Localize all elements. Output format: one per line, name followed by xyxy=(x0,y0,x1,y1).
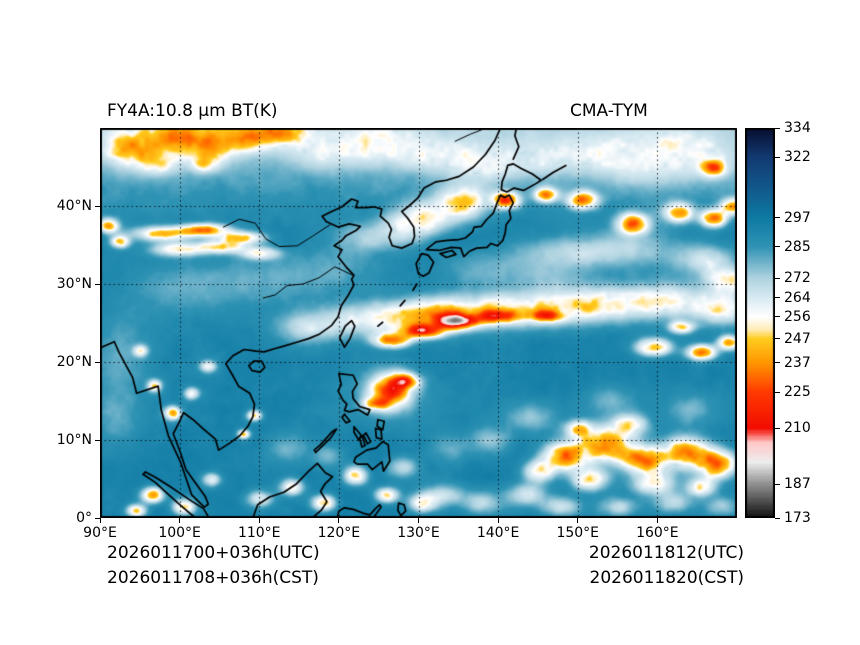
colorbar-tick-mark xyxy=(775,277,780,279)
footer-init-time-utc: 2026011700+036h(UTC) xyxy=(107,543,320,563)
x-tick-mark xyxy=(656,518,658,523)
x-tick-label: 100°E xyxy=(158,525,201,541)
x-tick-label: 90°E xyxy=(83,525,117,541)
colorbar-tick-mark xyxy=(775,297,780,299)
colorbar-tick-label: 247 xyxy=(784,330,811,347)
x-tick-label: 160°E xyxy=(636,525,679,541)
y-tick-label: 40°N xyxy=(56,198,92,214)
y-tick-mark xyxy=(95,361,100,363)
x-tick-mark xyxy=(418,518,419,523)
colorbar-tick-label: 334 xyxy=(784,120,811,136)
colorbar-tick-label: 237 xyxy=(784,354,811,371)
colorbar-tick-mark xyxy=(775,127,780,129)
y-tick-label: 30°N xyxy=(56,276,92,292)
colorbar-tick-label: 187 xyxy=(784,476,811,493)
colorbar-tick-mark xyxy=(775,391,780,393)
x-tick-mark xyxy=(99,518,101,523)
model-title: CMA-TYM xyxy=(570,101,648,121)
colorbar-tick-label: 272 xyxy=(784,270,811,287)
colorbar-tick-mark xyxy=(775,362,780,364)
y-tick-mark xyxy=(95,439,100,441)
x-tick-mark xyxy=(577,518,579,523)
colorbar-tick-label: 297 xyxy=(784,209,811,226)
colorbar-tick-mark xyxy=(775,483,780,485)
x-tick-label: 140°E xyxy=(476,525,520,541)
colorbar-tick-label: 210 xyxy=(784,420,811,437)
x-tick-label: 150°E xyxy=(556,525,600,541)
x-tick-mark xyxy=(497,518,499,523)
colorbar-tick-mark xyxy=(775,427,780,429)
x-tick-label: 130°E xyxy=(397,525,440,541)
y-tick-label: 0° xyxy=(76,510,92,526)
colorbar-tick-mark xyxy=(775,338,780,340)
x-tick-mark xyxy=(338,518,340,523)
y-tick-label: 10°N xyxy=(56,432,92,448)
footer-init-time-cst: 2026011708+036h(CST) xyxy=(107,568,319,588)
colorbar-tick-label: 225 xyxy=(784,384,811,401)
x-tick-mark xyxy=(179,518,181,523)
colorbar-tick-mark xyxy=(775,246,780,248)
y-tick-label: 20°N xyxy=(56,354,92,370)
colorbar-tick-label: 285 xyxy=(784,238,811,255)
x-tick-mark xyxy=(258,518,260,523)
y-tick-mark xyxy=(95,283,100,285)
y-tick-mark xyxy=(95,205,100,207)
colorbar-tick-label: 173 xyxy=(784,510,811,526)
colorbar-tick-mark xyxy=(775,156,780,158)
y-tick-mark xyxy=(95,517,100,519)
footer-valid-time-utc: 2026011812(UTC) xyxy=(588,543,744,563)
colorbar-tick-mark xyxy=(775,517,780,519)
x-tick-label: 120°E xyxy=(317,525,361,541)
colorbar-tick-mark xyxy=(775,217,780,219)
footer-valid-time-cst: 2026011820(CST) xyxy=(589,568,744,588)
colorbar-tick-label: 256 xyxy=(784,308,811,325)
colorbar-tick-mark xyxy=(775,316,780,318)
plot-title: FY4A:10.8 μm BT(K) xyxy=(107,101,278,121)
colorbar-canvas xyxy=(745,128,775,518)
x-tick-label: 110°E xyxy=(237,525,281,541)
colorbar-tick-label: 264 xyxy=(784,289,811,306)
colorbar-tick-label: 322 xyxy=(784,149,811,166)
map-heatmap-canvas xyxy=(100,128,737,518)
